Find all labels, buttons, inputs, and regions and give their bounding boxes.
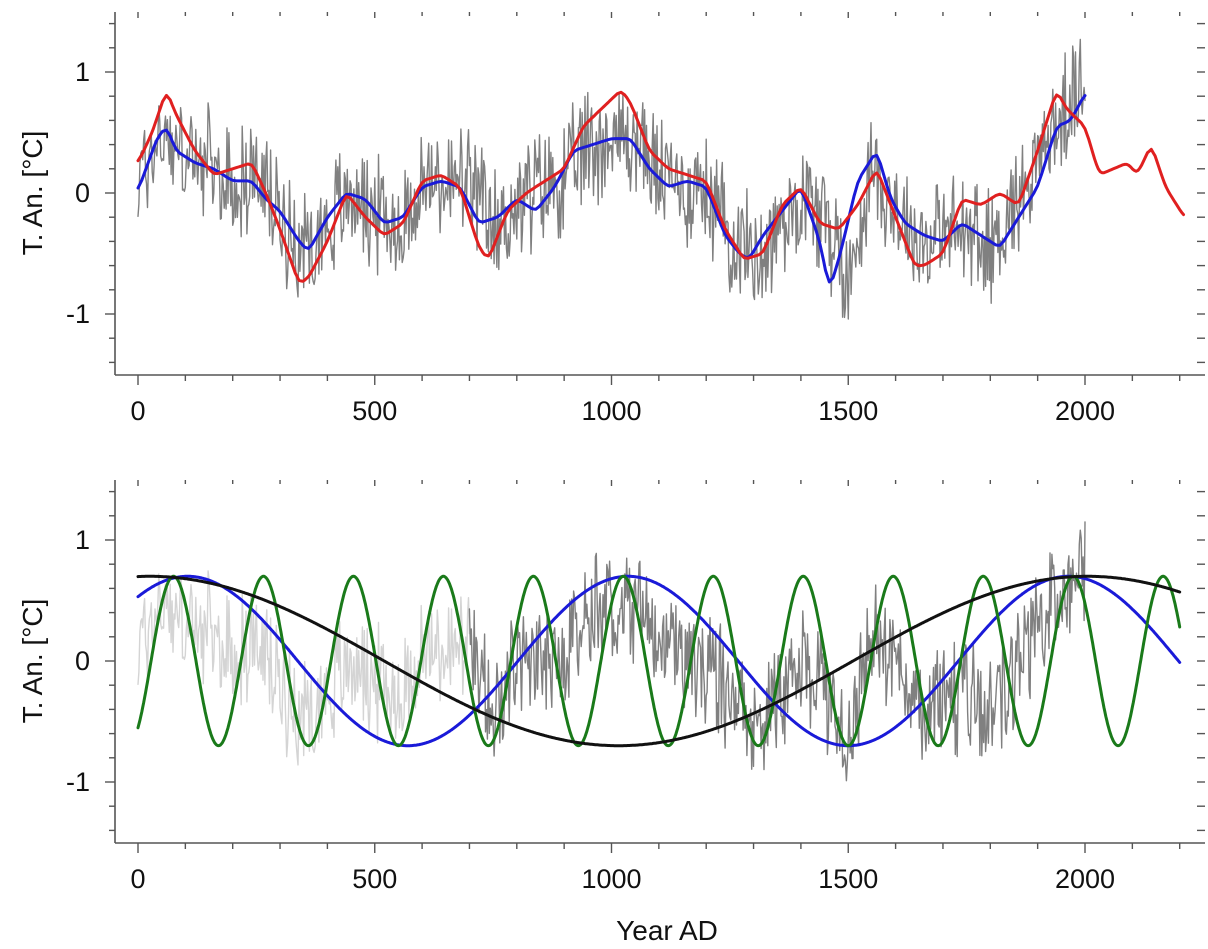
x-tick-label: 0 bbox=[130, 396, 145, 426]
bottom-panel-plot-area bbox=[136, 521, 1182, 782]
series-line-1-3 bbox=[136, 574, 1182, 748]
y-tick-label: 1 bbox=[75, 57, 90, 87]
bottom-panel-ticks: 0 500 1000 1500 2000 -1 0 1 bbox=[66, 480, 1205, 894]
y-tick-label: 1 bbox=[75, 525, 90, 555]
y-tick-label: 0 bbox=[75, 646, 90, 676]
bottom-panel-y-axis-label: T. An. [°C] bbox=[17, 599, 48, 724]
x-tick-label: 2000 bbox=[1055, 864, 1115, 894]
series-line-1-1 bbox=[468, 521, 1086, 782]
y-tick-label: -1 bbox=[66, 299, 90, 329]
x-tick-label: 0 bbox=[130, 864, 145, 894]
x-tick-label: 500 bbox=[352, 864, 397, 894]
top-panel: 0 500 1000 1500 2000 -1 0 1 T. An. [°C] bbox=[17, 12, 1205, 426]
x-tick-label: 2000 bbox=[1055, 396, 1115, 426]
top-panel-plot-area bbox=[136, 38, 1185, 320]
y-tick-label: 0 bbox=[75, 178, 90, 208]
series-line-0-0 bbox=[137, 38, 1086, 320]
series-line-0-1 bbox=[136, 94, 1087, 284]
series-line-1-2 bbox=[136, 574, 1182, 748]
bottom-panel: 0 500 1000 1500 2000 -1 0 1 T. An. [°C] Year AD bbox=[17, 480, 1205, 946]
x-tick-label: 1500 bbox=[818, 396, 878, 426]
x-tick-label: 500 bbox=[352, 396, 397, 426]
series-line-1-4 bbox=[136, 574, 1182, 748]
series-line-0-2 bbox=[136, 90, 1185, 283]
top-panel-y-axis-label: T. An. [°C] bbox=[17, 131, 48, 256]
x-tick-label: 1000 bbox=[581, 864, 641, 894]
top-panel-ticks: 0 500 1000 1500 2000 -1 0 1 bbox=[66, 12, 1205, 426]
x-tick-label: 1000 bbox=[581, 396, 641, 426]
x-tick-label: 1500 bbox=[818, 864, 878, 894]
x-axis-label: Year AD bbox=[616, 915, 718, 946]
y-tick-label: -1 bbox=[66, 767, 90, 797]
